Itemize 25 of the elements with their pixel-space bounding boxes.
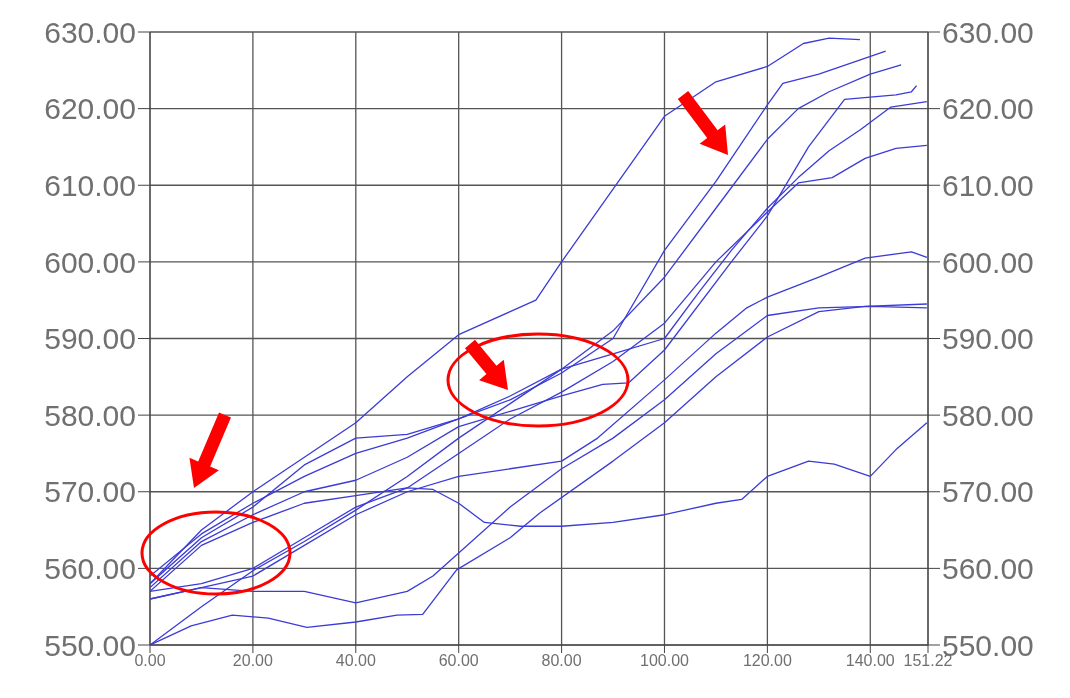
x-tick-label: 0.00: [134, 652, 166, 670]
x-tick-label: 60.00: [438, 652, 479, 670]
x-tick-label: 140.00: [845, 652, 895, 670]
y-tick-label: 620.00: [44, 92, 136, 126]
y-tick-label: 550.00: [44, 628, 136, 662]
y-tick-label: 560.00: [44, 552, 136, 586]
y2-tick-label: 560.00: [942, 552, 1034, 586]
x-tick-label: 100.00: [640, 652, 690, 670]
y2-tick-label: 580.00: [942, 398, 1034, 432]
x-tick-label: 20.00: [232, 652, 274, 670]
y-tick-label: 600.00: [44, 245, 136, 279]
y2-tick-label: 570.00: [942, 475, 1034, 509]
x-tick-label: 80.00: [541, 652, 582, 670]
y2-tick-label: 600.00: [942, 245, 1034, 279]
y-tick-label: 580.00: [44, 398, 136, 432]
y-tick-label: 610.00: [44, 168, 136, 202]
x-tick-label: 40.00: [335, 652, 376, 670]
x-tick-label: 120.00: [742, 652, 792, 670]
y-tick-label: 590.00: [44, 322, 136, 356]
y2-tick-label: 610.00: [942, 168, 1034, 202]
y2-tick-label: 620.00: [942, 92, 1034, 126]
y-tick-label: 630.00: [44, 15, 136, 49]
y-tick-label: 570.00: [44, 475, 136, 509]
y2-tick-label: 590.00: [942, 322, 1034, 356]
y2-tick-label: 630.00: [942, 15, 1034, 49]
